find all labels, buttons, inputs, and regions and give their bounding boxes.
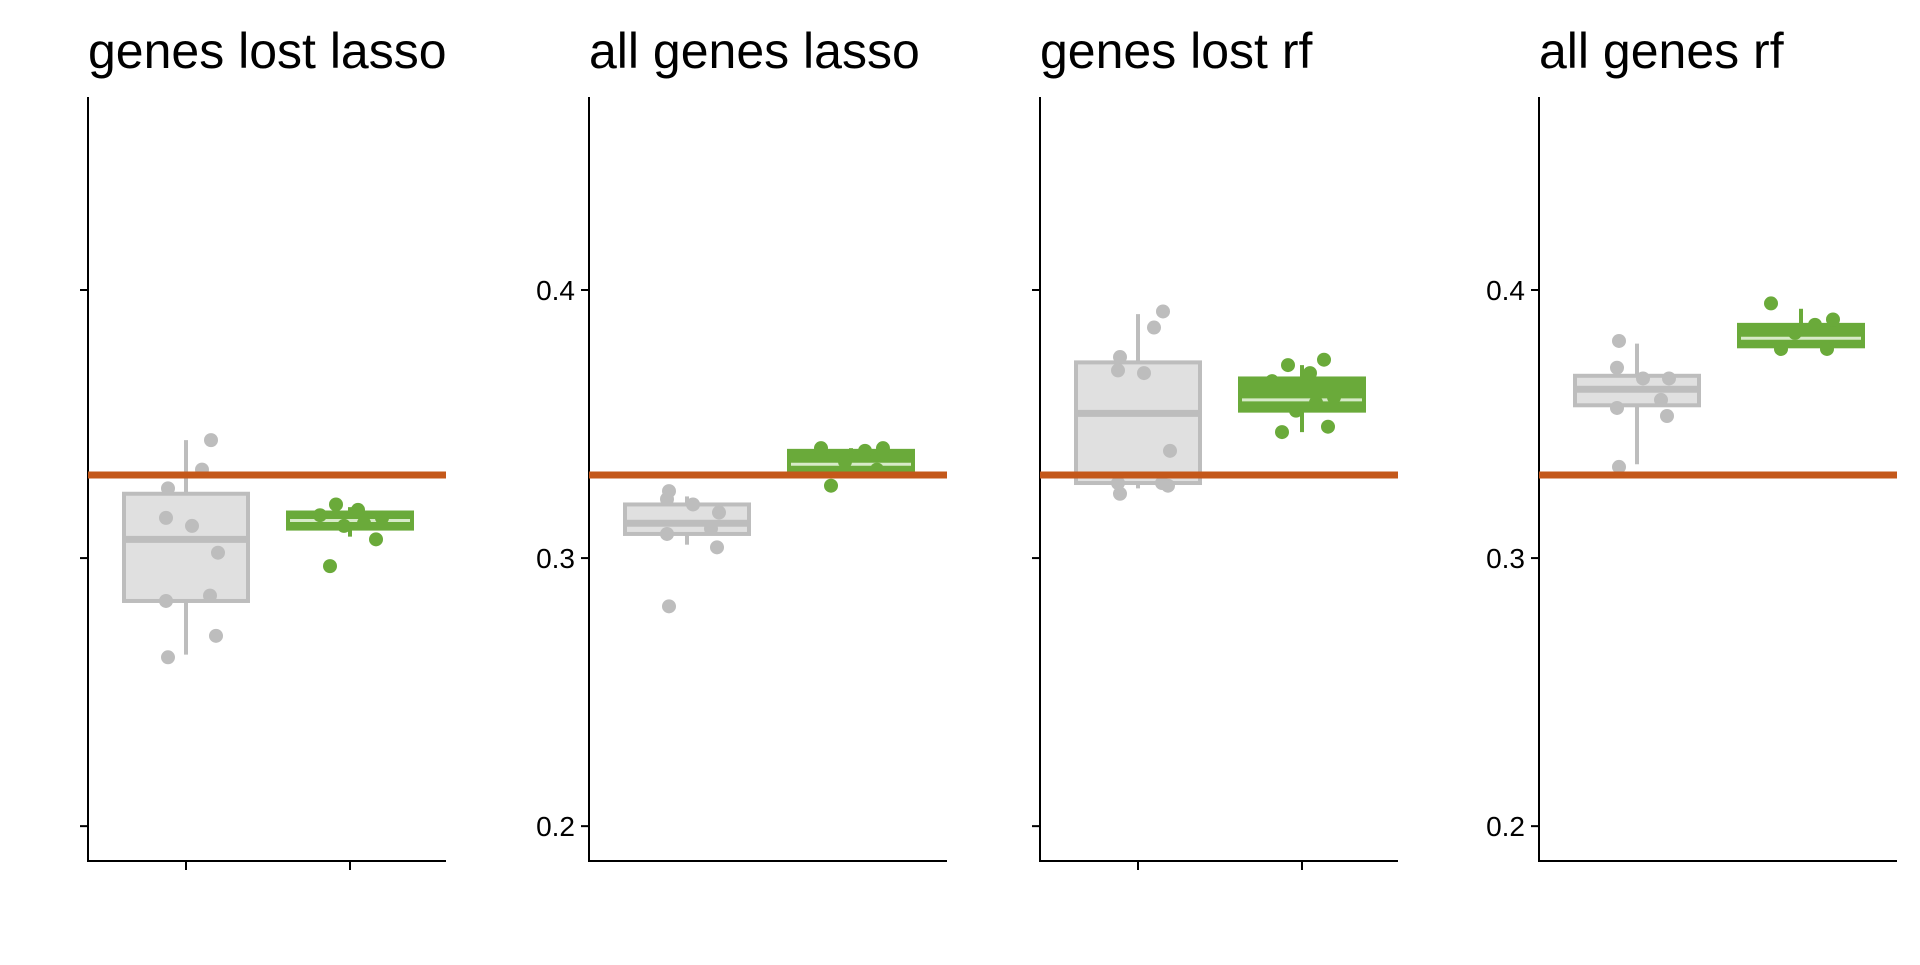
box-group-2 bbox=[286, 497, 414, 574]
data-point bbox=[824, 478, 838, 493]
data-point bbox=[337, 518, 351, 533]
y-tick-label: 0.4 bbox=[1486, 275, 1525, 306]
data-point bbox=[710, 540, 724, 555]
panel-1: genes lost lasso bbox=[80, 23, 447, 870]
data-point bbox=[1289, 403, 1303, 418]
data-point bbox=[704, 521, 718, 536]
data-point bbox=[375, 510, 389, 525]
data-point bbox=[1113, 350, 1127, 365]
data-point bbox=[1275, 425, 1289, 440]
data-point bbox=[1636, 371, 1650, 386]
data-point bbox=[1113, 486, 1127, 501]
box bbox=[122, 491, 250, 603]
data-point bbox=[323, 559, 337, 574]
box-group-1 bbox=[623, 484, 751, 614]
data-point bbox=[1327, 390, 1341, 405]
panel-2: all genes lasso 0.2 0.3 0.4 bbox=[536, 23, 947, 862]
data-point bbox=[1281, 358, 1295, 373]
data-point bbox=[209, 628, 223, 643]
box-group-2 bbox=[1737, 296, 1865, 356]
data-point bbox=[1321, 419, 1335, 434]
data-point bbox=[1774, 341, 1788, 356]
data-point bbox=[1147, 320, 1161, 335]
data-point bbox=[1155, 476, 1169, 491]
data-point bbox=[1612, 459, 1626, 474]
data-point bbox=[814, 441, 828, 456]
box bbox=[1238, 376, 1366, 413]
panel-title: all genes rf bbox=[1539, 23, 1784, 79]
data-point bbox=[159, 593, 173, 608]
panel-title: genes lost lasso bbox=[88, 23, 447, 79]
data-point bbox=[203, 588, 217, 603]
data-point bbox=[1826, 312, 1840, 327]
data-point bbox=[1111, 476, 1125, 491]
data-point bbox=[1660, 409, 1674, 424]
data-point bbox=[351, 502, 365, 517]
panel-title: genes lost rf bbox=[1040, 23, 1312, 79]
data-point bbox=[1156, 304, 1170, 319]
box-group-1 bbox=[122, 433, 250, 665]
data-point bbox=[1303, 366, 1317, 381]
data-point bbox=[159, 510, 173, 525]
data-point bbox=[1137, 366, 1151, 381]
data-point bbox=[211, 545, 225, 560]
y-tick-label: 0.2 bbox=[536, 811, 575, 842]
box bbox=[623, 502, 751, 536]
data-point bbox=[1610, 360, 1624, 375]
data-point bbox=[660, 526, 674, 541]
box bbox=[1074, 360, 1202, 486]
data-point bbox=[357, 516, 371, 531]
data-point bbox=[662, 484, 676, 499]
data-point bbox=[1163, 443, 1177, 458]
data-point bbox=[876, 441, 890, 456]
y-tick-label: 0.3 bbox=[1486, 543, 1525, 574]
data-point bbox=[185, 518, 199, 533]
data-point bbox=[1764, 296, 1778, 311]
data-point bbox=[838, 454, 852, 469]
data-point bbox=[1808, 317, 1822, 332]
box-group-2 bbox=[1238, 352, 1366, 440]
panel-title: all genes lasso bbox=[589, 23, 920, 79]
data-point bbox=[1309, 395, 1323, 410]
data-point bbox=[1265, 374, 1279, 389]
data-point bbox=[1610, 400, 1624, 415]
data-point bbox=[313, 508, 327, 523]
y-tick-label: 0.2 bbox=[1486, 811, 1525, 842]
data-point bbox=[662, 599, 676, 614]
data-point bbox=[329, 497, 343, 512]
data-point bbox=[1317, 352, 1331, 367]
data-point bbox=[1111, 363, 1125, 378]
y-tick-label: 0.4 bbox=[536, 275, 575, 306]
data-point bbox=[161, 650, 175, 665]
data-point bbox=[1788, 325, 1802, 340]
data-point bbox=[161, 481, 175, 496]
panel-3: genes lost rf bbox=[1032, 23, 1398, 870]
data-point bbox=[1612, 333, 1626, 348]
data-point bbox=[1654, 392, 1668, 407]
data-point bbox=[1820, 341, 1834, 356]
box-group-1 bbox=[1573, 333, 1701, 474]
data-point bbox=[858, 443, 872, 458]
data-point bbox=[204, 433, 218, 448]
box-group-2 bbox=[787, 441, 915, 493]
data-point bbox=[369, 532, 383, 547]
data-point bbox=[1662, 371, 1676, 386]
data-point bbox=[686, 497, 700, 512]
y-tick-label: 0.3 bbox=[536, 543, 575, 574]
box-group-1 bbox=[1074, 304, 1202, 501]
data-point bbox=[712, 505, 726, 520]
panel-4: all genes rf 0.2 0.3 0.4 bbox=[1486, 23, 1897, 862]
